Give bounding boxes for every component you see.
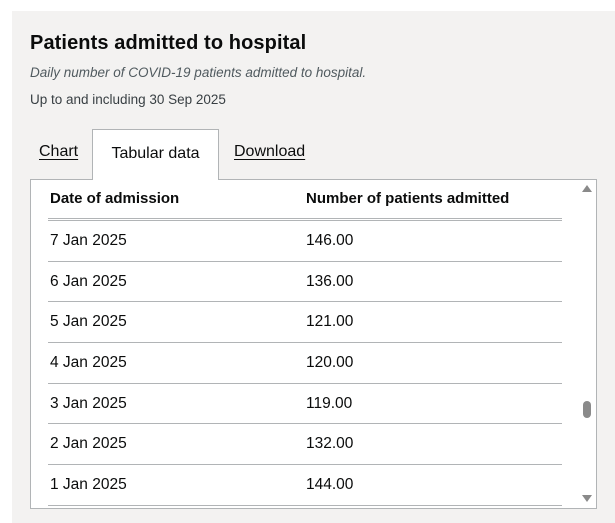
table-row: 3 Jan 2025 119.00 bbox=[48, 384, 562, 425]
tab-bar: Chart Tabular data Download bbox=[30, 129, 597, 180]
table-row: 4 Jan 2025 120.00 bbox=[48, 343, 562, 384]
cell-value: 136.00 bbox=[306, 272, 354, 290]
column-header-patients: Number of patients admitted bbox=[306, 190, 510, 207]
table-row: 1 Jan 2025 144.00 bbox=[48, 465, 562, 506]
cell-date: 2 Jan 2025 bbox=[50, 435, 127, 453]
data-table: Date of admission Number of patients adm… bbox=[48, 180, 562, 506]
cell-value: 146.00 bbox=[306, 232, 354, 249]
table-row: 7 Jan 2025 146.00 bbox=[48, 221, 562, 262]
table-header: Date of admission Number of patients adm… bbox=[48, 180, 562, 221]
cell-date: 6 Jan 2025 bbox=[50, 272, 127, 290]
scrollbar-thumb[interactable] bbox=[583, 401, 591, 418]
cell-date: 3 Jan 2025 bbox=[50, 394, 127, 412]
updated-date: Up to and including 30 Sep 2025 bbox=[30, 92, 226, 107]
cell-date: 5 Jan 2025 bbox=[50, 313, 127, 331]
arrow-up-icon[interactable] bbox=[582, 185, 592, 192]
table-row: 2 Jan 2025 132.00 bbox=[48, 424, 562, 466]
column-header-date: Date of admission bbox=[50, 190, 180, 207]
cell-value: 119.00 bbox=[306, 394, 353, 412]
card-subtitle: Daily number of COVID-19 patients admitt… bbox=[30, 65, 367, 80]
cell-date: 4 Jan 2025 bbox=[50, 354, 127, 372]
cell-value: 120.00 bbox=[306, 354, 354, 372]
chart-card: Patients admitted to hospital Daily numb… bbox=[12, 11, 615, 523]
vertical-scrollbar[interactable] bbox=[578, 180, 596, 508]
cell-value: 121.00 bbox=[306, 313, 354, 331]
card-title: Patients admitted to hospital bbox=[30, 32, 307, 54]
table-panel[interactable]: Date of admission Number of patients adm… bbox=[30, 179, 597, 509]
cell-value: 144.00 bbox=[306, 476, 354, 494]
cell-date: 1 Jan 2025 bbox=[50, 476, 127, 494]
tab-download[interactable]: Download bbox=[234, 143, 306, 160]
table-row: 6 Jan 2025 136.00 bbox=[48, 262, 562, 303]
table-row: 5 Jan 2025 121.00 bbox=[48, 302, 562, 344]
tab-tabular-data[interactable]: Tabular data bbox=[92, 129, 219, 180]
arrow-down-icon[interactable] bbox=[582, 495, 592, 502]
cell-date: 7 Jan 2025 bbox=[50, 232, 127, 249]
tab-chart[interactable]: Chart bbox=[39, 143, 79, 160]
cell-value: 132.00 bbox=[306, 435, 354, 453]
